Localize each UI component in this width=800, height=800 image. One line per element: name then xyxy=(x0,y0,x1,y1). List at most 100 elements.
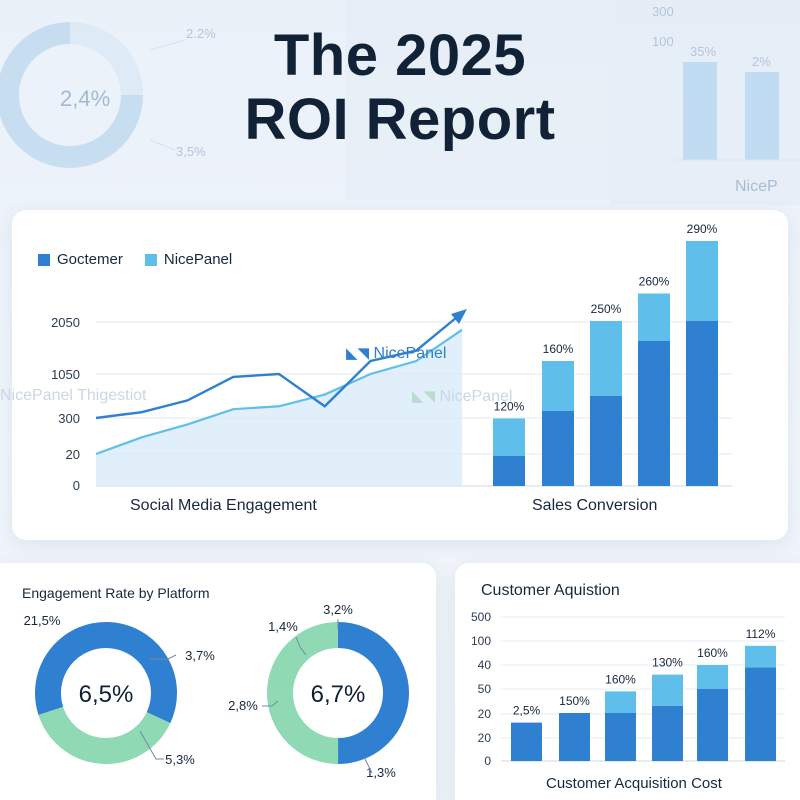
background-donut-chart xyxy=(0,0,800,205)
cac-bar-segment-nicepanel xyxy=(605,691,636,713)
legend-swatch-goctemer xyxy=(38,253,50,266)
donut-right-label-3: 1,3% xyxy=(366,765,396,780)
cac-bar-value-label: 160% xyxy=(605,672,636,686)
watermark-left-text: NicePanel xyxy=(0,387,73,404)
donut-left-label-2: 5,3% xyxy=(165,752,195,767)
donut-right-leader-1 xyxy=(295,636,307,656)
watermark-center: ◣◥ NicePanel xyxy=(346,344,446,363)
legend-label-nicepanel: NicePanel xyxy=(163,251,233,268)
bar-value-label: 250% xyxy=(591,302,622,316)
cac-bar-value-label: 160% xyxy=(697,646,728,660)
cac-y-tick: 40 xyxy=(478,658,492,672)
background-bar-label-1: 35% xyxy=(690,44,717,59)
donut-right-leader-3 xyxy=(363,756,373,774)
report-title-line-2: ROI Report xyxy=(244,87,556,152)
report-title-line-1: The 2025 xyxy=(273,23,527,88)
bar-value-label: 260% xyxy=(639,275,670,289)
arrow-head-icon xyxy=(451,309,467,324)
bar-value-label: 160% xyxy=(543,342,574,356)
legend-label-goctemer: Goctemer xyxy=(57,251,123,268)
report-title: The 2025 ROI Report xyxy=(0,24,800,152)
legend-item-goctemer: Goctemer xyxy=(38,251,123,268)
donut-left-leader-1 xyxy=(150,654,177,660)
donut-right-label-0: 3,2% xyxy=(323,602,353,617)
cac-bar-segment-nicepanel xyxy=(745,645,776,668)
line-chart-caption: Social Media Engagement xyxy=(130,497,317,514)
cac-y-tick: 20 xyxy=(478,731,492,745)
watermark-left-suffix: Thigestiot xyxy=(77,387,147,404)
cac-bar-segment-nicepanel xyxy=(697,665,728,689)
bar-segment-goctemer xyxy=(493,456,525,486)
donut-left-label-1: 3,7% xyxy=(185,648,215,663)
donut-right-slice-0 xyxy=(337,622,409,764)
donut-left-center-value: 6,5% xyxy=(79,681,134,708)
cac-bar-value-label: 112% xyxy=(746,627,776,641)
series-area-nicepanel xyxy=(96,329,462,486)
cac-bar-segment-goctemer xyxy=(511,722,542,761)
bar-segment-nicepanel xyxy=(686,241,718,321)
engagement-rate-card: Engagement Rate by Platform 6,5% 6,7% 21,5… xyxy=(0,563,436,800)
donut-right-leader-2 xyxy=(262,700,279,707)
donut-right-slice-1 xyxy=(267,622,339,764)
background-donut-label-bottom: 3,5% xyxy=(176,144,206,159)
bar-value-label: 120% xyxy=(494,400,525,414)
cac-bar-value-label: 2,5% xyxy=(513,704,541,718)
bar-segment-nicepanel xyxy=(542,361,574,411)
line-y-tick-2050: 2050 xyxy=(51,315,80,330)
donut-left-label-0: 21,5% xyxy=(24,613,61,628)
nicepanel-logo-icon: ◣◥ xyxy=(346,345,370,362)
bar-segment-goctemer xyxy=(590,396,622,486)
cac-bar-value-label: 130% xyxy=(652,656,683,670)
line-y-tick-1050: 1050 xyxy=(51,367,80,382)
watermark-left: NicePanel Thigestiot xyxy=(0,387,146,405)
background-tick-2: 100 xyxy=(652,34,674,49)
line-y-tick-300: 300 xyxy=(58,411,80,426)
bar-segment-goctemer xyxy=(686,321,718,486)
cac-bar-segment-goctemer xyxy=(559,713,590,761)
background-decoration xyxy=(0,0,800,210)
cac-y-tick: 100 xyxy=(471,634,491,648)
cac-bar-segment-goctemer xyxy=(605,713,636,761)
bar-segment-goctemer xyxy=(638,341,670,486)
nicepanel-logo-icon-faded: ◣◥ xyxy=(412,388,436,405)
bar-segment-nicepanel xyxy=(638,293,670,341)
customer-acquisition-plot: 500 100 40 50 20 20 0 2,5% 150% 160% 130% 160% 112% xyxy=(471,610,785,768)
cac-bar-segment-goctemer xyxy=(652,705,683,761)
line-y-tick-0: 0 xyxy=(72,478,80,493)
background-donut-label-top: 2.2% xyxy=(186,26,216,41)
bar-value-label: 290% xyxy=(687,222,718,236)
engagement-donuts: 6,5% 6,7% 21,5% 3,7% 5,3% 3,2% 1,4% 2,8% 1,3% xyxy=(24,602,409,780)
cac-bar-value-label: 150% xyxy=(559,694,590,708)
donut-right-center-value: 6,7% xyxy=(311,681,366,708)
watermark-right-text: NicePanel xyxy=(439,388,513,405)
top-chart-plot: 120% 160% 250% 260% 290% xyxy=(95,222,732,487)
customer-acquisition-title: Customer Aquistion xyxy=(481,582,620,599)
line-y-tick-20: 20 xyxy=(65,447,80,462)
top-chart-card: Goctemer NicePanel 2050 1050 300 20 0 12… xyxy=(0,210,788,540)
series-line-nicepanel xyxy=(95,328,463,456)
watermark-center-text: NicePanel xyxy=(373,345,447,362)
cac-y-tick: 0 xyxy=(484,754,491,768)
donut-left-slice-0 xyxy=(35,622,177,724)
customer-acquisition-caption: Customer Acquisition Cost xyxy=(546,775,722,792)
cac-y-tick: 50 xyxy=(478,682,492,696)
series-line-goctemer xyxy=(95,312,463,420)
chart-legend: Goctemer NicePanel xyxy=(38,251,246,268)
donut-left-leader-2 xyxy=(139,730,164,760)
engagement-rate-title: Engagement Rate by Platform xyxy=(22,585,210,601)
donut-left-slice-1 xyxy=(38,706,171,764)
bar-chart-caption: Sales Conversion xyxy=(532,497,658,514)
background-watermark: NiceP xyxy=(735,178,778,195)
cac-bar-segment-goctemer xyxy=(745,667,776,761)
cac-y-tick: 500 xyxy=(471,610,491,624)
donut-right-label-1: 1,4% xyxy=(268,619,298,634)
legend-item-nicepanel: NicePanel xyxy=(144,251,233,268)
background-tick-1: 300 xyxy=(652,4,674,19)
customer-acquisition-card: Customer Aquistion 500 100 40 50 20 20 0 2,5% 15… xyxy=(455,563,800,800)
bar-segment-nicepanel xyxy=(590,321,622,396)
background-donut-center: 2,4% xyxy=(60,86,111,111)
watermark-right: ◣◥ NicePanel xyxy=(412,387,512,406)
cac-bar-segment-nicepanel xyxy=(652,674,683,706)
legend-swatch-nicepanel xyxy=(144,253,157,266)
background-bar-label-2: 2% xyxy=(752,54,771,69)
